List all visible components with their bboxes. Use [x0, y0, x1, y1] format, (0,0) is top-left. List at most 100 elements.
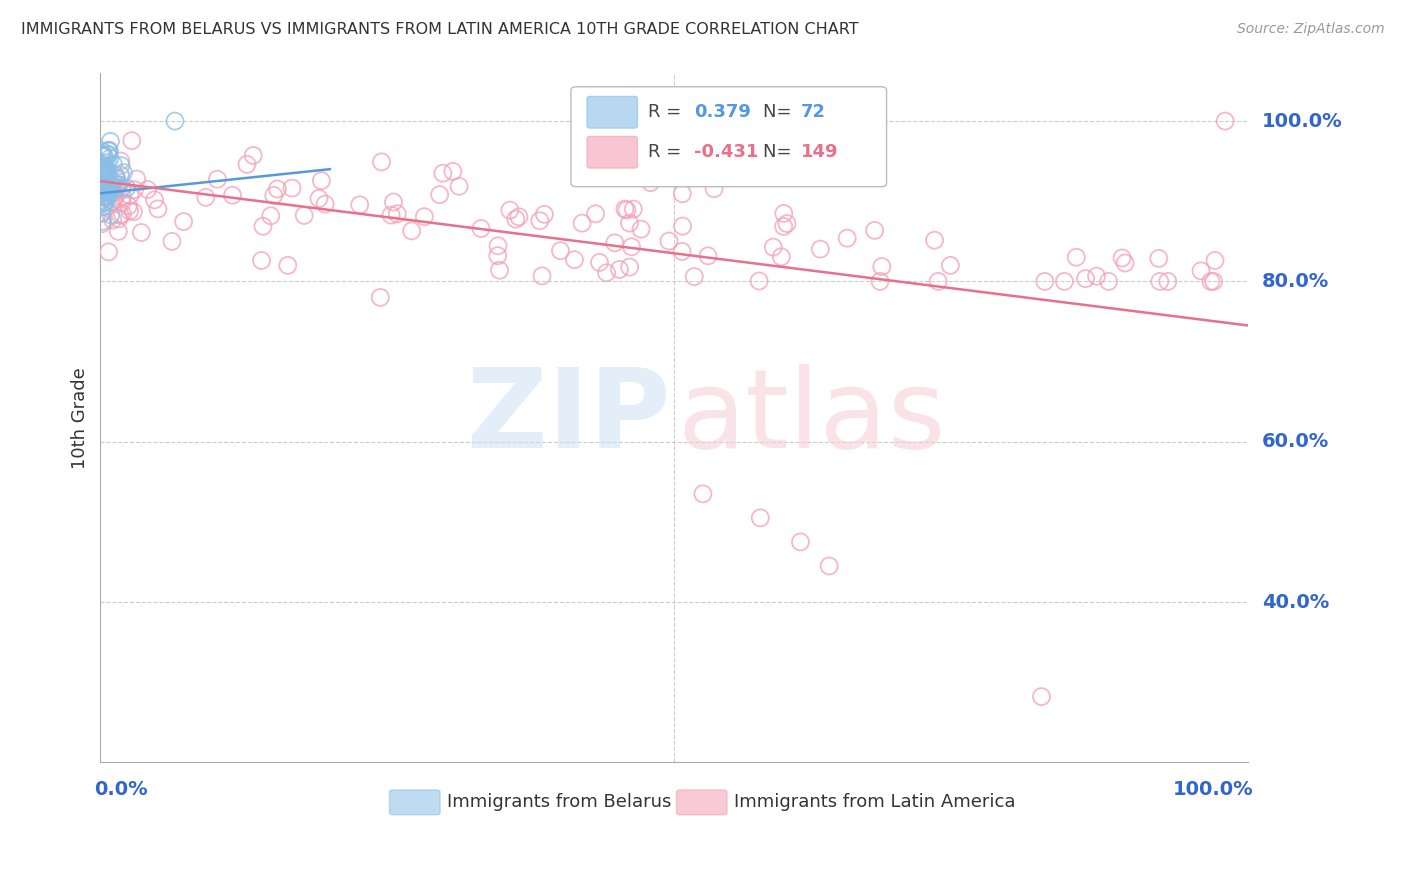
Point — [98, 182, 121, 196]
Point — [100, 179, 122, 194]
Point — [91, 161, 114, 175]
Point — [143, 193, 166, 207]
Point — [97, 147, 120, 161]
Point — [1114, 256, 1136, 270]
Text: 60.0%: 60.0% — [1261, 433, 1329, 451]
Point — [671, 219, 693, 233]
Point — [91, 217, 114, 231]
Text: IMMIGRANTS FROM BELARUS VS IMMIGRANTS FROM LATIN AMERICA 10TH GRADE CORRELATION : IMMIGRANTS FROM BELARUS VS IMMIGRANTS FR… — [21, 22, 859, 37]
Point — [697, 249, 720, 263]
Point — [870, 260, 893, 274]
Point — [620, 240, 643, 254]
Point — [91, 176, 114, 190]
Point — [91, 178, 114, 192]
Point — [308, 192, 330, 206]
Point — [242, 148, 264, 162]
Point — [314, 197, 336, 211]
Point — [776, 217, 799, 231]
Point — [96, 162, 118, 177]
Point — [703, 182, 725, 196]
Point — [863, 223, 886, 237]
Point — [1149, 274, 1171, 288]
Point — [194, 190, 217, 204]
Point — [104, 189, 127, 203]
Point — [115, 181, 138, 195]
Point — [93, 161, 115, 176]
Point — [94, 190, 117, 204]
Point — [94, 190, 117, 204]
Point — [107, 224, 129, 238]
Point — [413, 210, 436, 224]
Point — [772, 219, 794, 234]
Point — [94, 179, 117, 194]
Text: Source: ZipAtlas.com: Source: ZipAtlas.com — [1237, 22, 1385, 37]
Point — [640, 176, 662, 190]
Point — [93, 157, 115, 171]
Point — [263, 188, 285, 202]
Point — [91, 182, 114, 196]
Point — [818, 558, 841, 573]
Point — [630, 222, 652, 236]
Point — [311, 174, 333, 188]
Point — [111, 181, 134, 195]
Point — [117, 199, 139, 213]
Point — [163, 114, 186, 128]
Point — [236, 157, 259, 171]
Point — [609, 262, 631, 277]
Point — [90, 164, 112, 178]
Point — [97, 189, 120, 203]
Point — [277, 258, 299, 272]
Point — [93, 176, 115, 190]
Point — [770, 250, 793, 264]
Point — [550, 244, 572, 258]
Point — [1147, 252, 1170, 266]
Point — [621, 202, 644, 216]
Point — [90, 193, 112, 207]
Point — [1097, 274, 1119, 288]
Point — [93, 186, 115, 200]
Point — [103, 194, 125, 209]
Point — [613, 202, 636, 216]
Point — [111, 207, 134, 221]
Point — [100, 208, 122, 222]
Point — [1053, 274, 1076, 288]
Point — [808, 242, 831, 256]
Point — [94, 186, 117, 200]
FancyBboxPatch shape — [389, 790, 440, 814]
Point — [103, 184, 125, 198]
Point — [1199, 274, 1222, 288]
Point — [533, 207, 555, 221]
Point — [939, 259, 962, 273]
Point — [221, 188, 243, 202]
Point — [927, 274, 949, 288]
Point — [90, 174, 112, 188]
Point — [90, 169, 112, 184]
Point — [90, 144, 112, 158]
Y-axis label: 10th Grade: 10th Grade — [72, 367, 89, 468]
Point — [91, 147, 114, 161]
Point — [100, 194, 122, 209]
Point — [93, 196, 115, 211]
Point — [93, 200, 115, 214]
Point — [100, 178, 122, 192]
Point — [368, 290, 391, 304]
Point — [118, 188, 141, 202]
Point — [488, 263, 510, 277]
Point — [1031, 690, 1053, 704]
Point — [603, 235, 626, 250]
Point — [1066, 250, 1088, 264]
Point — [683, 269, 706, 284]
Point — [486, 239, 509, 253]
Point — [103, 186, 125, 201]
Point — [98, 184, 121, 198]
Point — [93, 186, 115, 200]
Point — [1189, 264, 1212, 278]
Point — [658, 234, 681, 248]
Point — [93, 174, 115, 188]
Point — [382, 195, 405, 210]
Point — [93, 172, 115, 186]
Point — [869, 274, 891, 288]
Point — [122, 204, 145, 219]
Point — [94, 176, 117, 190]
Point — [111, 195, 134, 210]
